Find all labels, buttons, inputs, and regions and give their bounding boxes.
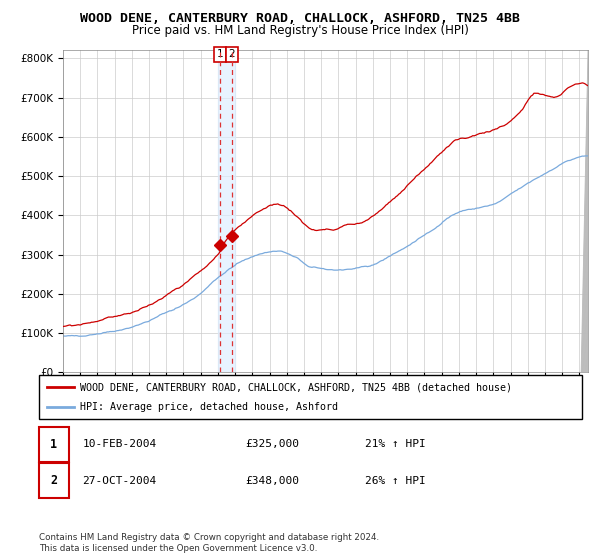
Text: £325,000: £325,000 — [245, 439, 299, 449]
Bar — [218, 50, 235, 372]
Bar — [39, 427, 69, 462]
Bar — [39, 463, 69, 498]
Text: Contains HM Land Registry data © Crown copyright and database right 2024.
This d: Contains HM Land Registry data © Crown c… — [39, 533, 379, 553]
Text: 2: 2 — [50, 474, 57, 487]
Text: Price paid vs. HM Land Registry's House Price Index (HPI): Price paid vs. HM Land Registry's House … — [131, 24, 469, 36]
Text: 2: 2 — [229, 49, 235, 59]
Text: £348,000: £348,000 — [245, 475, 299, 486]
Text: 26% ↑ HPI: 26% ↑ HPI — [365, 475, 425, 486]
Text: 21% ↑ HPI: 21% ↑ HPI — [365, 439, 425, 449]
Text: 27-OCT-2004: 27-OCT-2004 — [82, 475, 157, 486]
Text: WOOD DENE, CANTERBURY ROAD, CHALLOCK, ASHFORD, TN25 4BB: WOOD DENE, CANTERBURY ROAD, CHALLOCK, AS… — [80, 12, 520, 25]
Text: HPI: Average price, detached house, Ashford: HPI: Average price, detached house, Ashf… — [80, 402, 338, 412]
Text: 10-FEB-2004: 10-FEB-2004 — [82, 439, 157, 449]
Text: 1: 1 — [217, 49, 223, 59]
Text: 1: 1 — [50, 438, 57, 451]
Text: WOOD DENE, CANTERBURY ROAD, CHALLOCK, ASHFORD, TN25 4BB (detached house): WOOD DENE, CANTERBURY ROAD, CHALLOCK, AS… — [80, 382, 512, 393]
